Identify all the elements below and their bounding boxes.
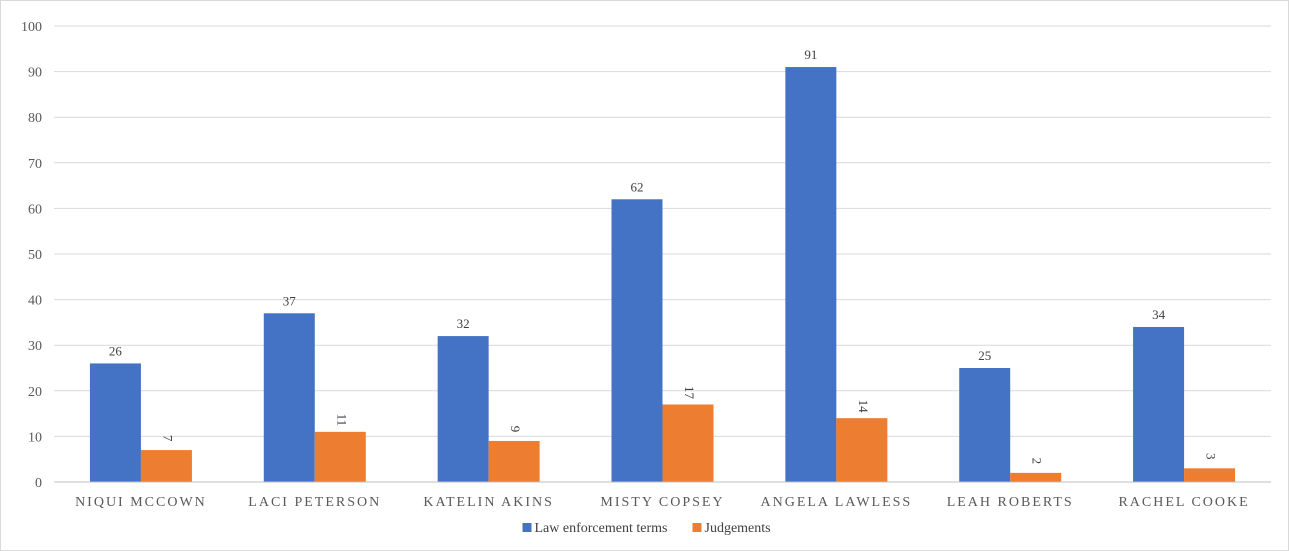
y-axis: 0 10 20 30 40 50 60 70 80 90 100 xyxy=(21,20,42,491)
bar-judgements xyxy=(836,418,888,482)
x-category-label: LEAH ROBERTS xyxy=(947,495,1074,510)
y-tick-label: 90 xyxy=(28,66,42,81)
data-label: 11 xyxy=(334,414,349,427)
y-tick-label: 20 xyxy=(28,385,42,400)
bar-law-enforcement xyxy=(263,313,315,482)
y-tick-label: 50 xyxy=(28,248,42,263)
data-label: 14 xyxy=(856,400,871,414)
data-label: 3 xyxy=(1204,453,1219,460)
data-label: 37 xyxy=(283,293,297,308)
legend-label: Judgements xyxy=(705,521,771,536)
data-label: 91 xyxy=(804,47,817,62)
y-tick-label: 30 xyxy=(28,339,42,354)
data-label: 26 xyxy=(109,343,123,358)
bar-judgements xyxy=(662,404,714,482)
bar-law-enforcement xyxy=(959,368,1011,482)
data-labels: 26 7 37 11 32 9 62 17 91 14 25 2 34 3 xyxy=(109,47,1219,464)
y-tick-label: 100 xyxy=(21,20,42,35)
bar-judgements xyxy=(314,431,366,482)
bar-law-enforcement xyxy=(611,199,663,482)
x-category-label: KATELIN AKINS xyxy=(423,495,554,510)
legend: Law enforcement terms Judgements xyxy=(522,521,771,536)
data-label: 62 xyxy=(631,179,644,194)
x-category-label: NIQUI MCCOWN xyxy=(75,495,207,510)
bar-judgements xyxy=(1184,468,1236,482)
data-label: 2 xyxy=(1030,458,1045,465)
y-tick-label: 40 xyxy=(28,294,42,309)
data-label: 17 xyxy=(682,386,697,400)
y-tick-label: 70 xyxy=(28,157,42,172)
x-category-label: LACI PETERSON xyxy=(248,495,381,510)
data-label: 25 xyxy=(978,348,991,363)
bar-law-enforcement xyxy=(785,67,837,482)
y-tick-label: 0 xyxy=(35,476,42,491)
legend-label: Law enforcement terms xyxy=(535,521,668,536)
x-category-label: RACHEL COOKE xyxy=(1118,495,1249,510)
x-category-label: MISTY COPSEY xyxy=(600,495,724,510)
bar-judgements xyxy=(140,450,192,482)
x-category-label: ANGELA LAWLESS xyxy=(761,495,913,510)
data-label: 7 xyxy=(160,435,175,442)
bar-judgements xyxy=(1010,472,1062,482)
data-label: 34 xyxy=(1152,307,1166,322)
legend-swatch xyxy=(522,523,532,532)
bar-law-enforcement xyxy=(89,363,141,482)
bars xyxy=(89,67,1236,482)
data-label: 32 xyxy=(457,316,470,331)
legend-swatch xyxy=(692,523,702,532)
y-tick-label: 60 xyxy=(28,202,42,217)
x-axis: NIQUI MCCOWN LACI PETERSON KATELIN AKINS MI… xyxy=(54,481,1271,510)
bar-law-enforcement xyxy=(1133,326,1185,482)
data-label: 9 xyxy=(508,426,523,433)
legend-item: Law enforcement terms xyxy=(522,521,668,536)
y-tick-label: 80 xyxy=(28,111,42,126)
bar-judgements xyxy=(488,440,540,482)
bar-law-enforcement xyxy=(437,336,489,482)
legend-item: Judgements xyxy=(692,521,771,536)
y-tick-label: 10 xyxy=(28,430,42,445)
